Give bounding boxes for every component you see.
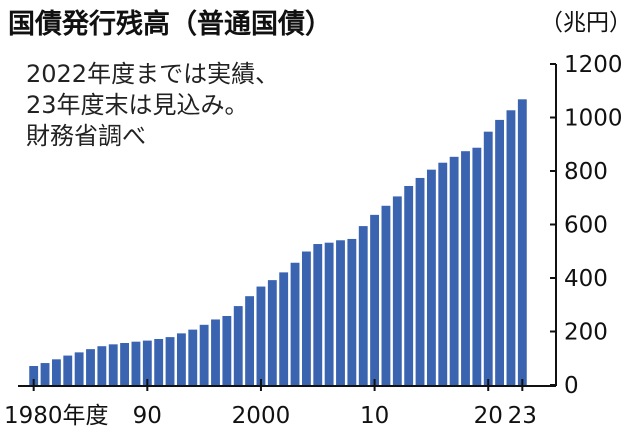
bar-2017 [449, 156, 459, 385]
bar-1980 [29, 366, 39, 385]
bar-1996 [211, 319, 220, 385]
x-tick-label-2020: 20 [474, 403, 503, 429]
x-tick-label-1990: 90 [133, 403, 162, 429]
bar-2013 [404, 185, 414, 385]
bar-2010 [370, 214, 380, 385]
bar-2007 [336, 240, 345, 385]
bar-1986 [97, 346, 107, 385]
bar-2003 [290, 262, 300, 385]
bar-2021 [495, 119, 505, 385]
bar-2014 [415, 177, 425, 385]
y-tick-label-200: 200 [564, 320, 608, 346]
chart-title: 国債発行残高（普通国債） [8, 8, 332, 40]
x-tick-label-2010: 10 [360, 403, 389, 429]
bar-1998 [233, 306, 243, 385]
bar-1997 [222, 315, 232, 385]
bar-2016 [438, 162, 448, 385]
note-line-1: 2022年度までは実績、 [26, 60, 279, 88]
bar-1992 [165, 337, 175, 385]
bar-2008 [347, 238, 357, 385]
bar-2001 [267, 280, 277, 385]
bar-1982 [51, 359, 61, 385]
bars-group [29, 99, 527, 385]
note-line-3: 財務省調べ [26, 122, 146, 150]
bar-2015 [426, 169, 436, 385]
bar-2006 [324, 242, 334, 385]
bar-1994 [188, 329, 198, 385]
bar-2023 [517, 99, 527, 385]
bar-2018 [461, 151, 470, 385]
note-line-2: 23年度末は見込み。 [26, 91, 249, 119]
bar-2009 [358, 226, 368, 385]
bar-2002 [279, 272, 289, 385]
y-tick-label-1000: 1000 [564, 106, 623, 132]
bar-1993 [176, 333, 186, 385]
y-tick-label-600: 600 [564, 213, 608, 239]
bar-1999 [245, 296, 255, 385]
x-tick-label-2023: 23 [508, 403, 537, 429]
bar-2012 [392, 196, 402, 385]
bar-1981 [40, 363, 50, 385]
bar-1988 [120, 343, 130, 385]
x-axis: 1980年度 90 2000 10 20 23 [4, 379, 556, 429]
bar-2004 [301, 251, 311, 385]
y-tick-label-1200: 1200 [564, 52, 623, 78]
bar-2000 [256, 286, 266, 385]
bar-1985 [86, 349, 95, 385]
bar-2019 [472, 147, 482, 385]
bar-1995 [199, 324, 209, 385]
bar-1991 [154, 338, 164, 385]
bar-2022 [506, 110, 516, 385]
bar-1984 [74, 352, 84, 385]
x-tick-label-1980: 1980年度 [4, 403, 109, 429]
y-axis: 0 200 400 600 800 1000 1200 [550, 52, 623, 399]
unit-label: （兆円） [540, 10, 632, 36]
y-tick-label-400: 400 [564, 266, 608, 292]
y-tick-label-0: 0 [564, 373, 579, 399]
bar-2011 [381, 205, 391, 385]
bar-1983 [63, 355, 73, 385]
bar-2020 [483, 131, 493, 385]
y-tick-label-800: 800 [564, 159, 608, 185]
bar-1989 [131, 341, 141, 385]
x-tick-label-2000: 2000 [232, 403, 291, 429]
bar-2005 [313, 244, 323, 385]
bar-1987 [108, 344, 118, 385]
bar-1990 [142, 340, 152, 385]
